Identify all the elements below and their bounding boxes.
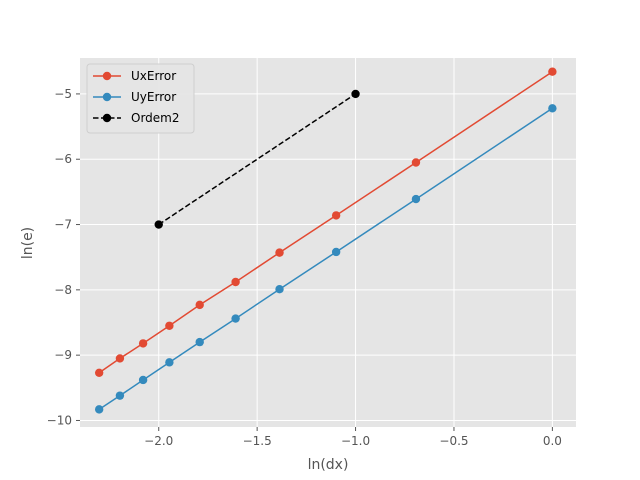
y-tick-label: −6 bbox=[54, 152, 72, 166]
series-line-uyerror bbox=[98, 107, 553, 410]
data-point-uxerror bbox=[275, 248, 284, 257]
legend: UxError UyError Ordem2 bbox=[86, 63, 195, 134]
series-uyerror bbox=[94, 104, 557, 414]
legend-box bbox=[86, 63, 195, 134]
y-tick-label: −9 bbox=[54, 348, 72, 362]
x-tick-label: −0.5 bbox=[439, 434, 468, 448]
data-point-uyerror bbox=[411, 194, 421, 204]
data-point-uxerror bbox=[411, 158, 421, 167]
legend-label: Ordem2 bbox=[131, 111, 180, 125]
data-point-ordem2 bbox=[154, 220, 163, 229]
x-axis-ticks: −2.0 −1.5 −1.0 −0.5 0.0 bbox=[144, 427, 562, 448]
data-point-uxerror bbox=[115, 354, 125, 363]
legend-label: UyError bbox=[131, 90, 176, 104]
data-point-uxerror bbox=[195, 300, 204, 310]
y-tick-label: −10 bbox=[47, 413, 72, 427]
y-tick-label: −5 bbox=[54, 87, 72, 101]
data-point-uyerror bbox=[275, 284, 284, 294]
series-uxerror bbox=[94, 67, 557, 377]
data-point-uxerror bbox=[138, 339, 148, 348]
data-point-uxerror bbox=[331, 211, 341, 220]
data-point-uyerror bbox=[548, 104, 557, 113]
y-tick-label: −7 bbox=[54, 218, 72, 232]
data-point-uyerror bbox=[331, 247, 341, 257]
legend-item-uyerror: UyError bbox=[93, 90, 176, 104]
x-tick-label: −1.5 bbox=[243, 434, 272, 448]
series-line-uxerror bbox=[98, 71, 553, 374]
series-layer bbox=[94, 67, 557, 414]
legend-swatch-marker bbox=[102, 92, 112, 102]
data-point-uyerror bbox=[195, 337, 204, 347]
legend-item-ordem2: Ordem2 bbox=[93, 111, 180, 125]
x-tick-label: 0.0 bbox=[543, 434, 562, 448]
y-tick-label: −8 bbox=[54, 283, 72, 297]
legend-item-uxerror: UxError bbox=[93, 69, 176, 83]
x-axis-label: ln(dx) bbox=[308, 457, 349, 473]
y-axis-label: ln(e) bbox=[20, 227, 36, 259]
data-point-uyerror bbox=[94, 405, 104, 414]
x-tick-label: −2.0 bbox=[144, 434, 173, 448]
data-point-uxerror bbox=[231, 277, 240, 287]
legend-swatch-marker bbox=[102, 71, 112, 81]
legend-swatch-marker bbox=[102, 113, 112, 123]
series-ordem2 bbox=[154, 89, 360, 229]
data-point-uyerror bbox=[165, 358, 174, 367]
data-point-uyerror bbox=[138, 375, 148, 385]
y-axis-ticks: −10 −9 −8 −7 −6 −5 bbox=[47, 87, 80, 427]
data-point-uyerror bbox=[115, 391, 125, 400]
data-point-ordem2 bbox=[351, 89, 360, 99]
series-line-ordem2 bbox=[158, 93, 356, 226]
data-point-uxerror bbox=[165, 321, 174, 330]
x-tick-label: −1.0 bbox=[341, 434, 370, 448]
legend-label: UxError bbox=[131, 69, 176, 83]
data-point-uxerror bbox=[548, 67, 557, 76]
data-point-uxerror bbox=[94, 368, 104, 377]
data-point-uyerror bbox=[231, 314, 240, 323]
